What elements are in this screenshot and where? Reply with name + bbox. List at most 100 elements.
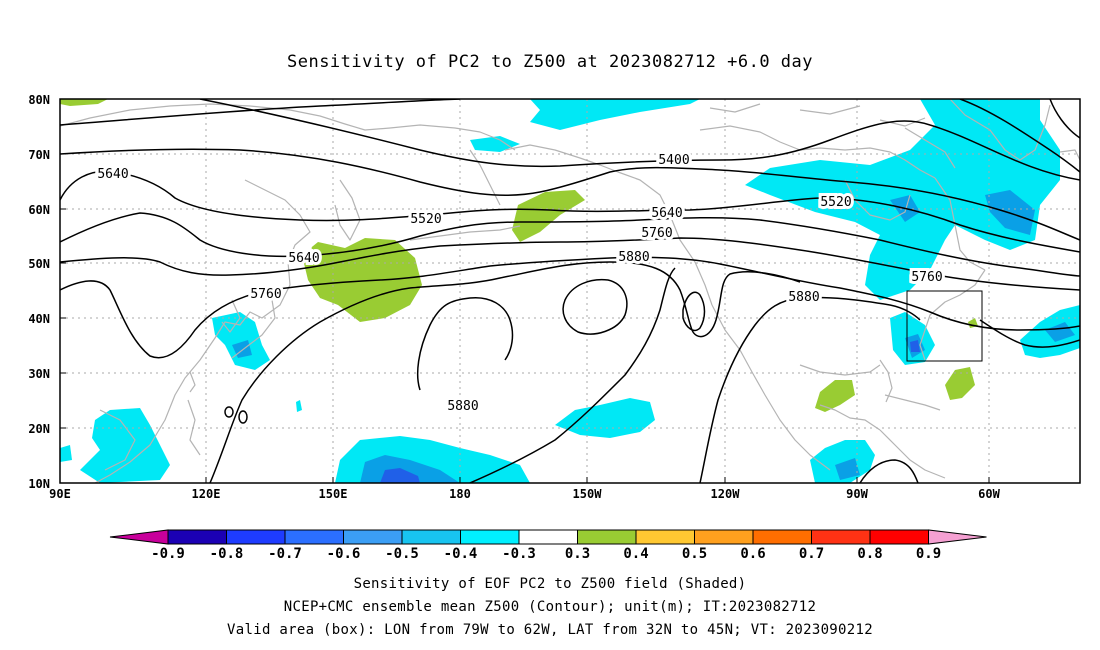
coast-hudson-bay [844,179,911,221]
coast-greenland [949,99,1051,161]
shade-blue-west-pacific [80,408,170,483]
coast-philippines [187,399,201,456]
coast-mexico-pacific [711,304,831,471]
lat-tick-label: 30N [28,367,50,381]
lat-tick-label: 40N [28,312,50,326]
coast-yucatan [819,404,881,431]
contour-line-6 [60,237,1080,291]
shade-green-alaska [512,190,585,242]
caption-valid-area: Valid area (box): LON from 79W to 62W, L… [227,622,873,638]
lon-tick-label: 150W [573,487,603,501]
longitude-ticks [59,477,990,483]
contour-line-17 [979,319,1080,348]
coast-gulf [799,364,881,376]
coast-arctic-islands [709,103,926,127]
colorbar-label: 0.9 [916,546,941,562]
colorbar-swatch [577,529,637,545]
contour-line-4 [60,170,1080,253]
shade-deep-central-america [835,458,860,480]
contour-label: 5880 [618,250,649,265]
colorbar-label: -0.7 [268,546,302,562]
contour-line-7 [60,256,1080,359]
contour-label: 5880 [788,290,819,305]
contour-small-loop-2 [238,410,248,424]
lon-tick-label: 90W [846,487,868,501]
colorbar-swatch [460,529,520,545]
coast-siberia-arctic [60,103,516,151]
map-frame [59,98,1081,484]
coast-cuba [884,394,941,411]
contour-label: 5640 [288,251,319,266]
contour-line-12 [562,278,628,335]
colorbar-label: -0.5 [385,546,419,562]
colorbar-swatch [284,529,344,545]
contour-line-1 [60,99,461,126]
shade-green-gulf [815,380,855,412]
coast-kamchatka [334,179,361,241]
colorbar-label: 0.8 [857,546,882,562]
lat-tick-label: 10N [28,477,50,491]
shade-green-nw-corner [60,99,108,106]
coast-east-asia [94,179,311,483]
coast-baffin [904,127,956,169]
colorbar-swatch [518,529,578,545]
contour-line-3 [60,148,1080,241]
shade-blue-arctic-small [470,136,520,152]
caption-contour: NCEP+CMC ensemble mean Z500 (Contour); u… [284,599,816,615]
contour-label: 5520 [820,195,851,210]
colorbar-swatch [167,529,227,545]
colorbar-label: 0.7 [799,546,824,562]
lon-tick-label: 150E [319,487,348,501]
coast-japan [231,289,276,359]
contour-label: 5760 [911,270,942,285]
valid-area-box [906,290,983,362]
caption-shading: Sensitivity of EOF PC2 to Z500 field (Sh… [354,576,747,592]
coast-indochina [99,409,136,471]
colorbar-label: -0.3 [502,546,536,562]
contour-labels: 5400 5520 5520 5640 5640 5640 5760 5760 … [94,150,945,417]
colorbar-label: 0.3 [565,546,590,562]
colorbar-label: 0.6 [740,546,765,562]
lat-tick-label: 60N [28,203,50,217]
contour-line-10 [469,267,676,483]
shade-small-blue-2 [60,445,72,462]
contour-small-loop-1 [224,406,234,418]
colorbar-label: -0.9 [151,546,185,562]
colorbar-swatch [869,529,929,545]
coast-bering [469,149,501,206]
lon-tick-label: 120W [711,487,741,501]
shade-blue-east-pacific [555,398,655,438]
coast-korea [221,299,241,333]
figure-title: Sensitivity of PC2 to Z500 at 2023082712… [287,52,813,72]
contour-line-2 [199,99,1080,181]
coast-canada-arctic [699,125,936,179]
shade-deep-atlantic-right [1045,322,1075,342]
colorbar-right-arrow [928,529,987,545]
colorbar-swatch [226,529,286,545]
latitude-ticks [60,98,66,484]
contour-line-11 [699,296,921,483]
contour-label: 5520 [410,212,441,227]
colorbar-label: -0.8 [210,546,244,562]
lon-tick-label: 120E [192,487,221,501]
colorbar-label: -0.6 [327,546,361,562]
colorbar-label: 0.5 [682,546,707,562]
colorbar-swatch [343,529,403,545]
contour-label: 5880 [447,399,478,414]
coast-us-east [919,269,986,361]
lat-tick-label: 50N [28,257,50,271]
contour-line-13 [682,291,706,332]
colorbar-label: 0.4 [623,546,648,562]
coast-alaska [504,144,713,306]
shade-dark-central-pacific [380,468,420,483]
shade-green-kamchatka [302,238,422,322]
lon-tick-label: 90E [49,487,71,501]
shade-blue-arctic-top [505,99,700,130]
contour-line-5 [60,212,1080,277]
shade-small-blue-1 [296,400,302,412]
coast-central-america [879,429,946,479]
lat-tick-label: 80N [28,93,50,107]
map-panel: 5400 5520 5520 5640 5640 5640 5760 5760 … [60,99,1080,483]
colorbar-swatch [401,529,461,545]
coast-florida [879,359,893,403]
